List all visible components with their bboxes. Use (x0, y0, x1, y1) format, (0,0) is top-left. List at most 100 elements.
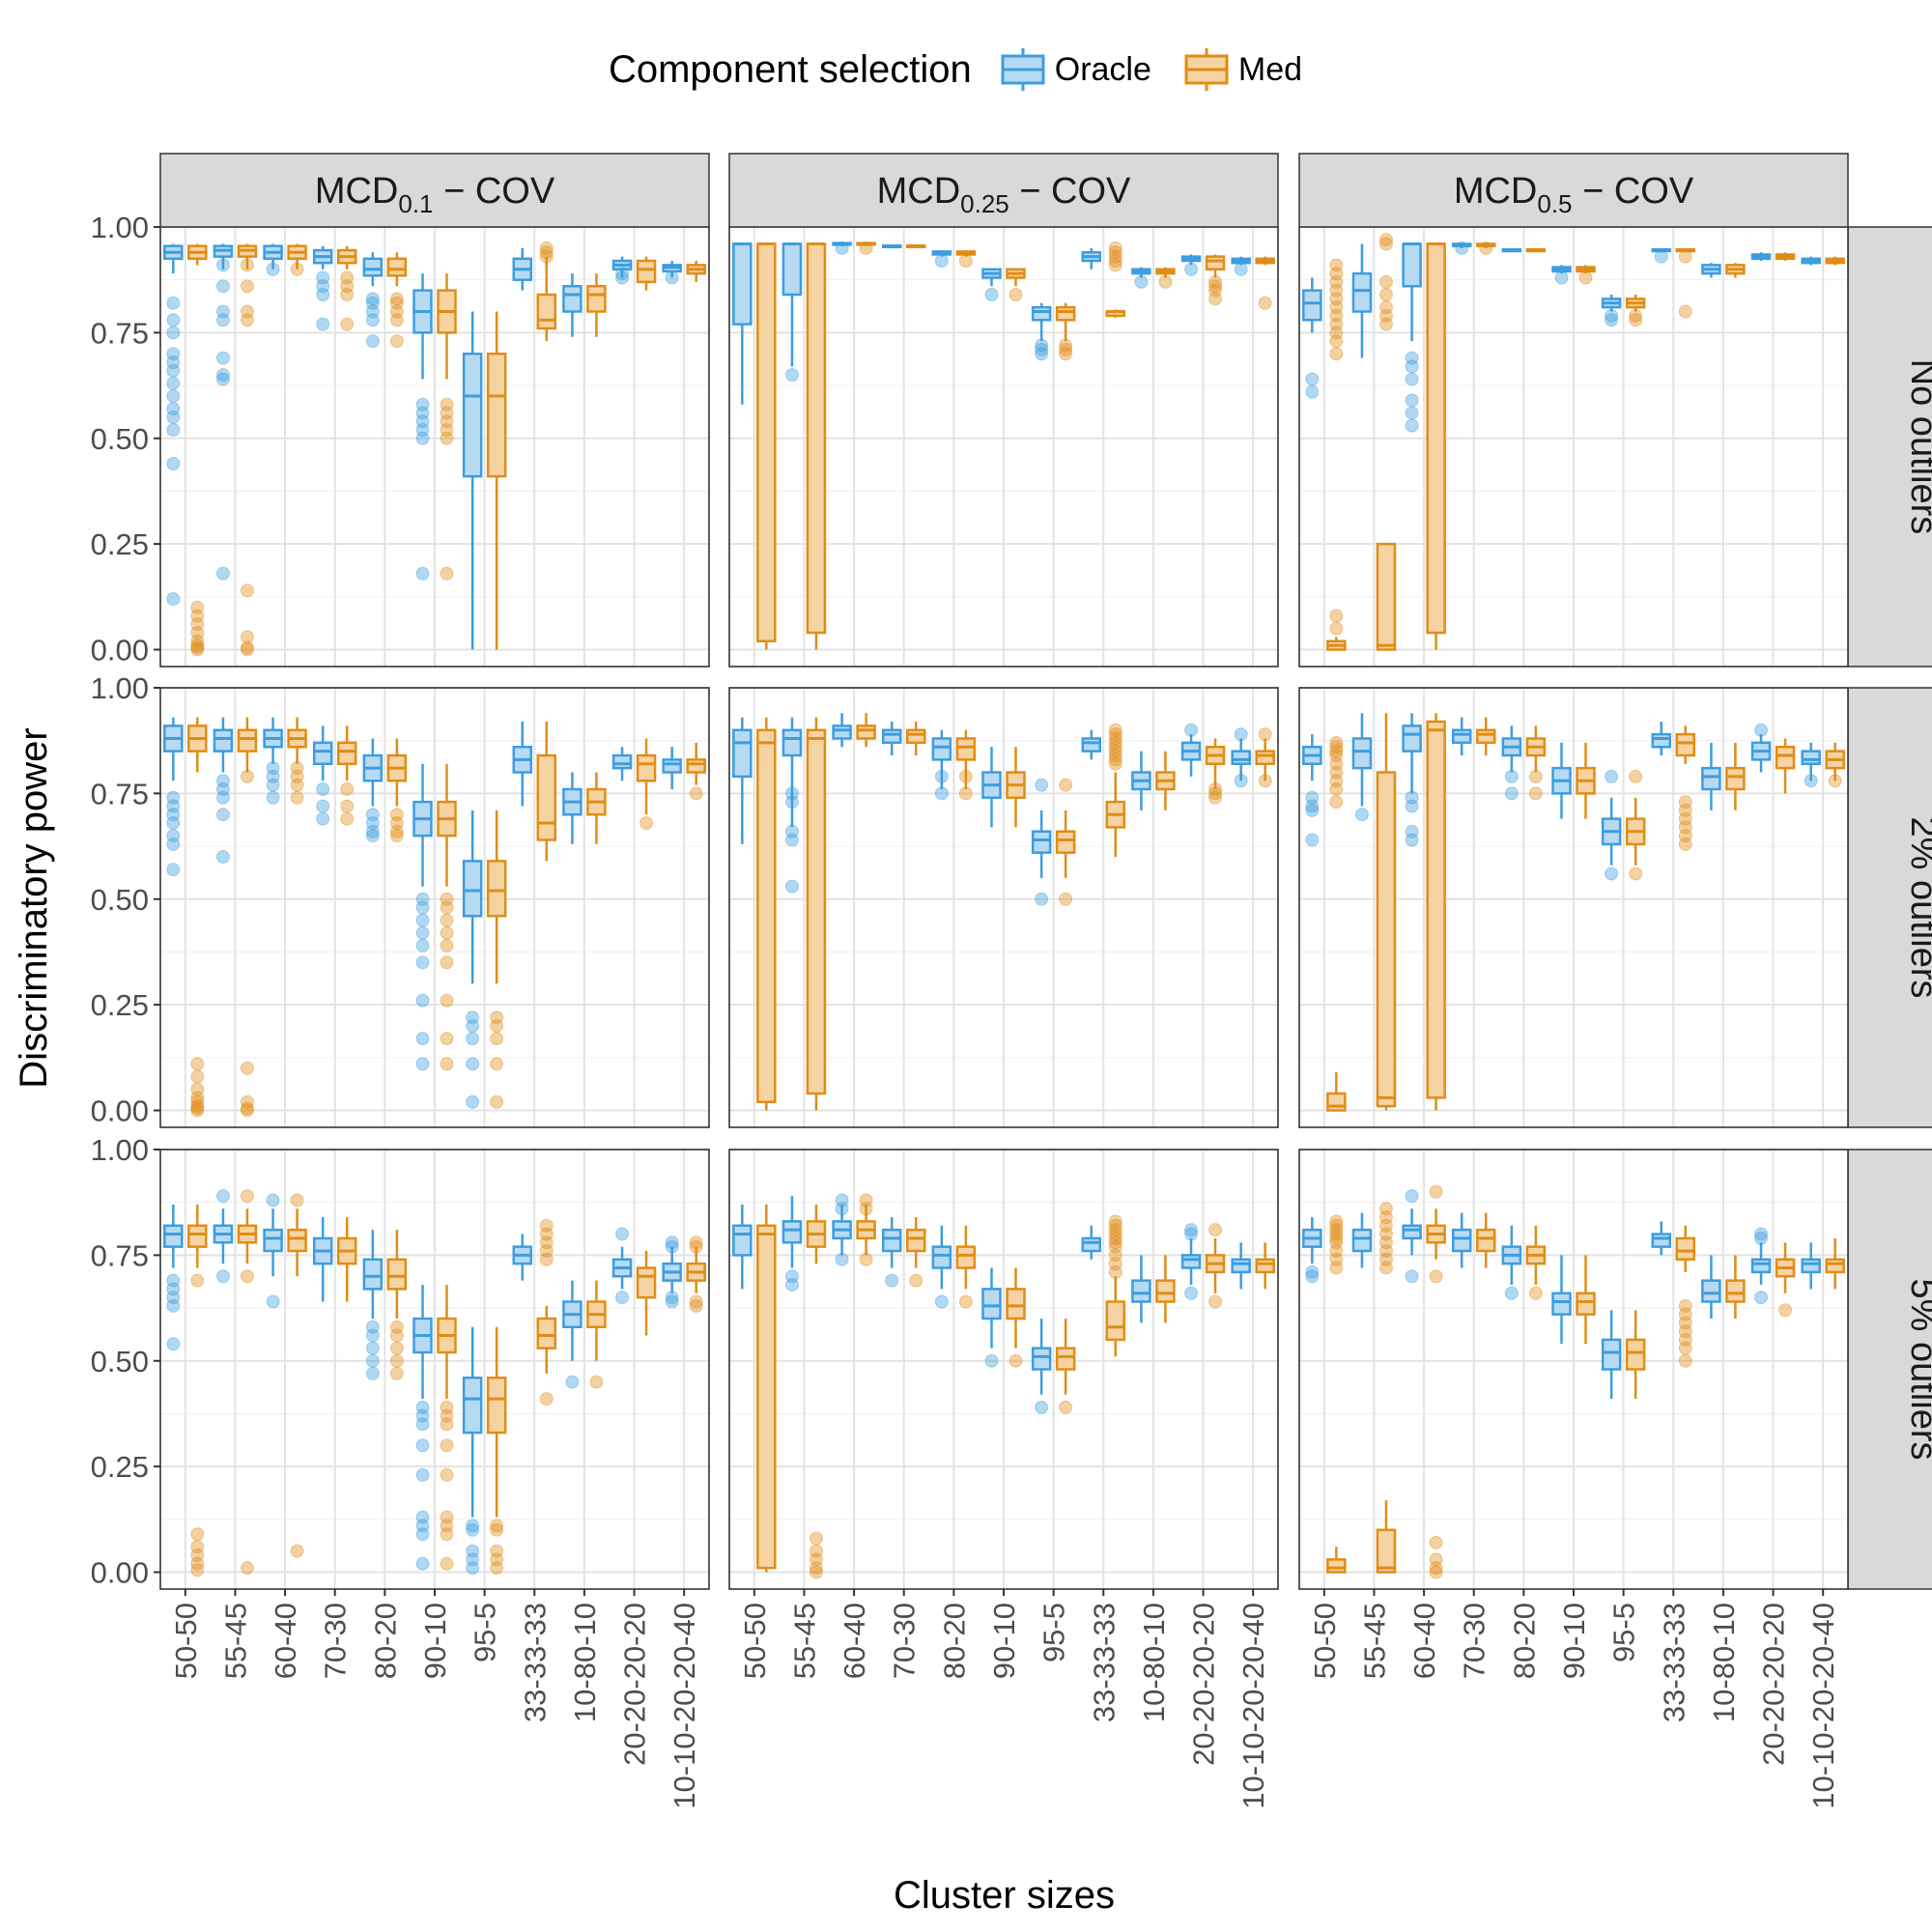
outlier-point (1605, 867, 1618, 880)
x-tick-label: 33-33-33 (518, 1603, 552, 1722)
facet-strip-label: 2% outliers (1903, 817, 1932, 999)
box-iqr (1404, 725, 1421, 751)
outlier-point (1406, 373, 1418, 385)
outlier-point (1060, 1401, 1072, 1413)
box-iqr (587, 286, 605, 311)
box-iqr (265, 1230, 282, 1251)
outlier-point (317, 783, 329, 796)
outlier-point (341, 812, 354, 825)
outlier-point (416, 432, 429, 444)
panel-r3-c2 (729, 1150, 1278, 1589)
outlier-point (167, 364, 180, 377)
outlier-point (1379, 1262, 1392, 1274)
x-tick-label: 10-10-20-20-40 (1806, 1603, 1840, 1809)
outlier-point (416, 956, 429, 969)
outlier-point (1330, 335, 1343, 348)
box-iqr (1428, 722, 1445, 1097)
outlier-point (616, 1228, 629, 1240)
outlier-point (1630, 867, 1642, 880)
outlier-point (1060, 348, 1072, 360)
outlier-point (540, 1393, 553, 1406)
box-iqr (808, 244, 825, 634)
outlier-point (1679, 1342, 1691, 1354)
outlier-point (959, 787, 972, 800)
outlier-point (440, 1557, 453, 1570)
outlier-point (167, 314, 180, 327)
box-iqr (638, 261, 655, 282)
outlier-point (1330, 783, 1343, 796)
panel-r1-c1 (160, 227, 709, 667)
box-iqr (1653, 1235, 1670, 1247)
outlier-point (216, 314, 229, 327)
outlier-point (416, 914, 429, 926)
x-axis-title: Cluster sizes (894, 1874, 1115, 1917)
box-iqr (1083, 739, 1100, 752)
outlier-point (1655, 250, 1667, 263)
outlier-point (317, 318, 329, 330)
box-iqr (1353, 739, 1371, 769)
facet-strip-row-2: 2% outliers (1848, 688, 1932, 1127)
outlier-point (616, 271, 629, 284)
outlier-point (191, 1104, 204, 1117)
outlier-point (241, 314, 253, 327)
facet-strip-row-3: 5% outliers (1848, 1150, 1932, 1589)
outlier-point (291, 791, 303, 804)
box-iqr (1033, 307, 1050, 320)
box-med-60-40 (1428, 244, 1445, 650)
box-iqr (1378, 1530, 1395, 1573)
box-iqr (1627, 1340, 1644, 1370)
faceted-boxplot-chart: MCD0.1 − COV MCD0.25 − COV MCD0.5 − COVNo … (0, 0, 1932, 1932)
outlier-point (1135, 275, 1148, 288)
outlier-point (366, 1329, 379, 1342)
outlier-point (191, 1274, 204, 1287)
outlier-point (785, 369, 798, 382)
box-iqr (214, 730, 232, 752)
outlier-point (491, 1562, 503, 1575)
outlier-point (690, 787, 702, 800)
box-iqr (957, 739, 975, 760)
outlier-point (341, 318, 354, 330)
outlier-point (935, 255, 948, 268)
outlier-point (935, 1295, 948, 1308)
outlier-point (1036, 348, 1048, 360)
outlier-point (241, 643, 253, 656)
box-med-55-45 (808, 244, 825, 650)
box-med-50-50 (757, 718, 775, 1111)
outlier-point (366, 830, 379, 842)
outlier-point (1406, 419, 1418, 432)
outlier-point (390, 1329, 403, 1342)
box-iqr (538, 1319, 555, 1349)
outlier-point (666, 271, 678, 284)
box-iqr (1404, 244, 1421, 287)
outlier-point (1679, 250, 1691, 263)
outlier-point (440, 994, 453, 1007)
box-iqr (1453, 1230, 1470, 1251)
box-iqr (1057, 1349, 1074, 1370)
panel-r3-c1 (160, 1150, 709, 1589)
y-tick-label: 0.75 (91, 1238, 149, 1272)
outlier-point (540, 1253, 553, 1265)
outlier-point (1505, 1287, 1518, 1299)
box-iqr (188, 1226, 206, 1247)
box-oracle-10-10-20-20-40 (1803, 257, 1820, 266)
outlier-point (1406, 1270, 1418, 1283)
x-tick-label: 33-33-33 (1657, 1603, 1690, 1722)
outlier-point (491, 1033, 503, 1045)
outlier-point (860, 1253, 872, 1265)
outlier-point (1306, 804, 1319, 816)
outlier-point (191, 1564, 204, 1577)
box-med-10-10-20-20-40 (1257, 728, 1274, 787)
box-iqr (733, 1226, 751, 1256)
outlier-point (216, 259, 229, 271)
box-iqr (834, 725, 851, 738)
box-iqr (464, 354, 481, 476)
outlier-point (317, 289, 329, 301)
outlier-point (1235, 775, 1247, 787)
outlier-point (191, 643, 204, 656)
outlier-point (216, 809, 229, 821)
outlier-point (191, 1070, 204, 1083)
box-med-50-50 (757, 244, 775, 650)
outlier-point (440, 914, 453, 926)
outlier-point (267, 791, 279, 804)
box-iqr (883, 730, 900, 743)
